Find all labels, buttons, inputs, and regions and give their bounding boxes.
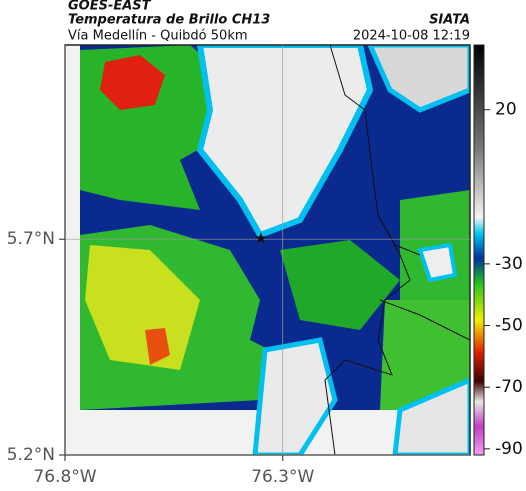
timestamp: 2024-10-08 12:19 [353, 29, 470, 44]
colorbar-tick-label: -30 [495, 254, 523, 274]
x-tick-label: 76.3°W [251, 467, 314, 487]
x-tick-label: 76.8°W [33, 467, 96, 487]
y-tick-label: 5.2°N [7, 445, 55, 465]
subtitle: Temperatura de Brillo CH13 [68, 13, 270, 28]
colorbar-tick-label: -90 [495, 439, 523, 459]
colorbar-tick-label: -50 [495, 316, 523, 336]
colorbar [473, 44, 485, 456]
route: Vía Medellín - Quibdó 50km [68, 29, 248, 44]
location-marker: ★ [254, 229, 268, 248]
title: GOES-EAST [68, 0, 152, 14]
y-tick-label: 5.7°N [7, 229, 55, 249]
temperature-field [65, 45, 470, 455]
colorbar-tick-label: 20 [495, 100, 517, 120]
colorbar-tick-label: -70 [495, 377, 523, 397]
source: SIATA [429, 13, 470, 28]
